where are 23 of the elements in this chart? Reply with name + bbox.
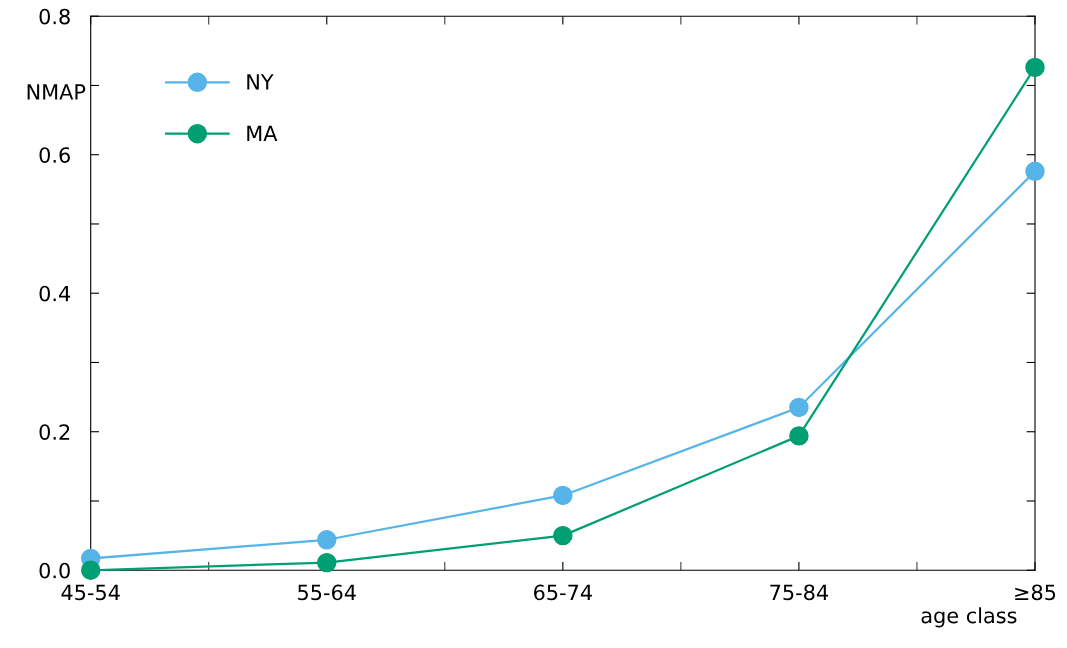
legend-label: MA: [247, 125, 278, 141]
point: [553, 485, 573, 506]
point: [1025, 161, 1045, 182]
point: [80, 560, 101, 580]
y-tick-label: 0.0: [39, 562, 70, 579]
x-tick-label: ≥85: [1015, 584, 1056, 601]
x-axis-title: age class: [921, 607, 1017, 628]
point: [789, 397, 809, 418]
y-tick-label: 0.4: [39, 285, 71, 302]
y-tick-label: 0.8: [39, 8, 70, 25]
point: [1025, 57, 1045, 78]
y-axis-title: NMAP: [27, 84, 86, 100]
x-tick-label: 65-74: [534, 584, 592, 601]
y-tick-label: 0.2: [39, 424, 70, 440]
x-tick-label: 55-64: [298, 584, 356, 601]
y-tick-label: 0.6: [39, 147, 70, 163]
x-tick-label: 75-84: [770, 584, 829, 601]
x-tick-label: 45-54: [61, 584, 120, 601]
point: [317, 552, 337, 573]
point: [789, 426, 809, 446]
point: [553, 525, 573, 546]
legend-label: NY: [247, 74, 274, 90]
point: [317, 530, 337, 550]
